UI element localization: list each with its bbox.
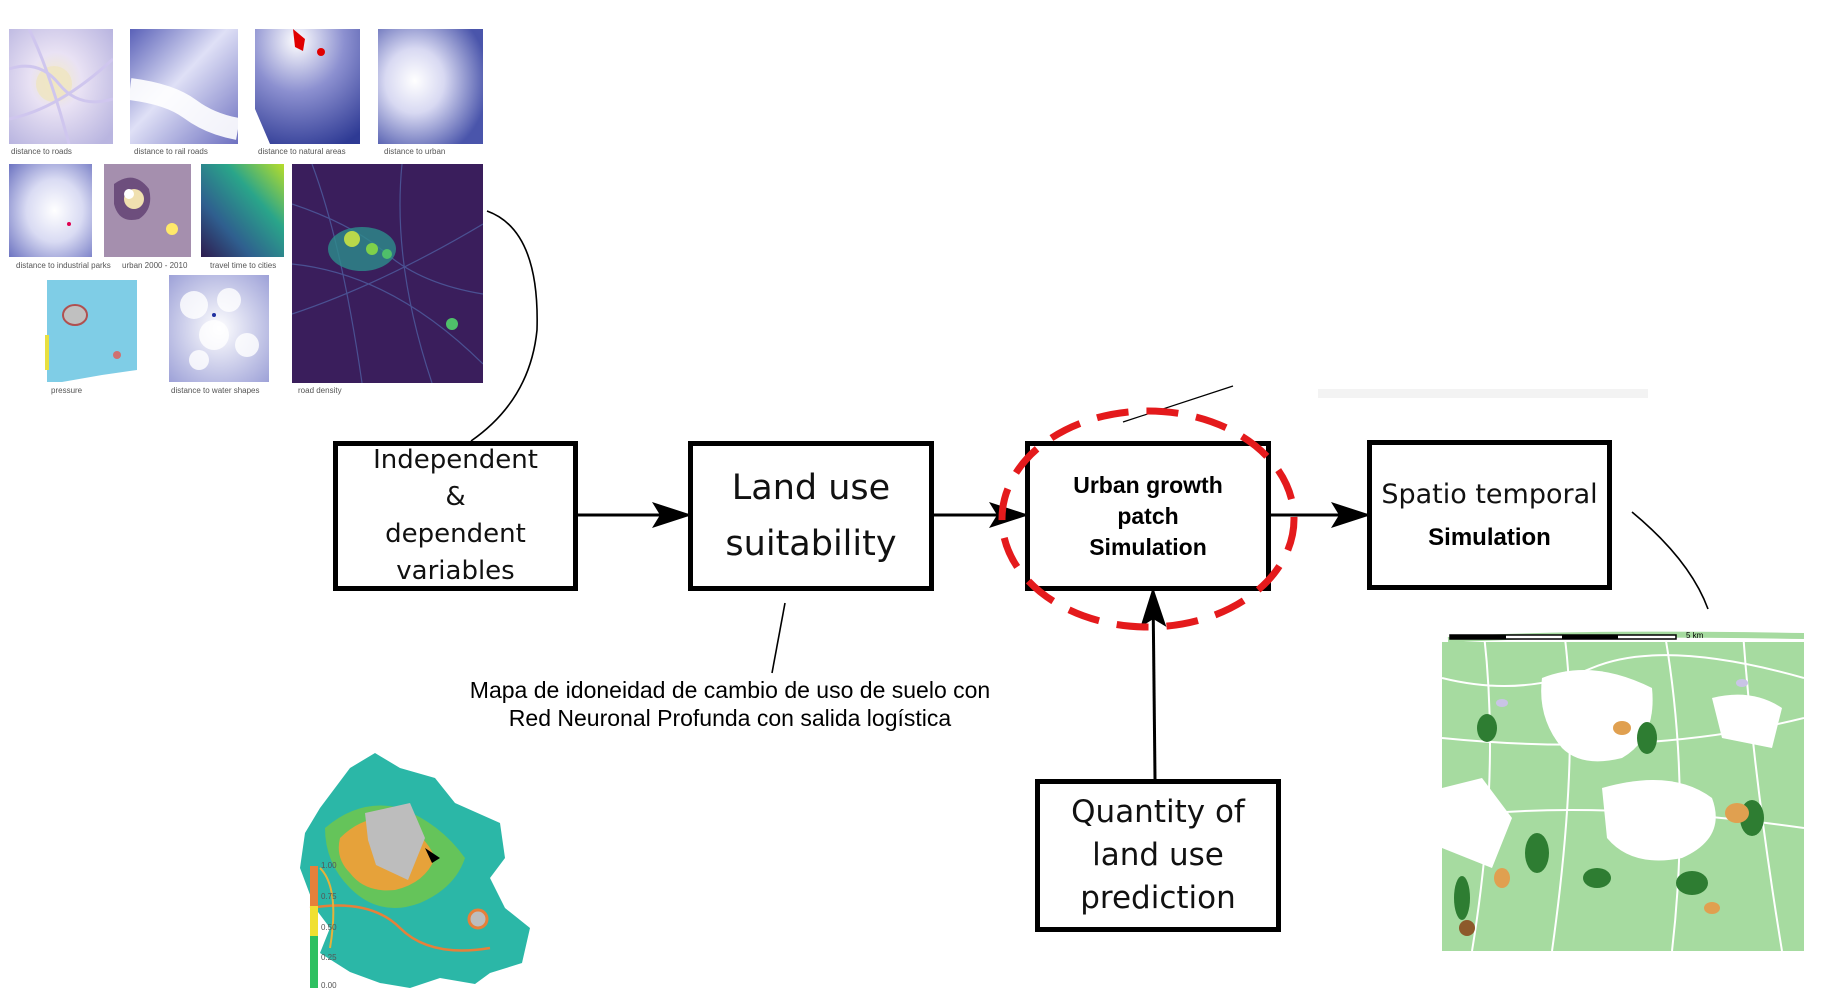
map-scale-label: 5 km [1686, 631, 1704, 640]
box-spatio-line2: Simulation [1428, 524, 1551, 551]
box-independent-line: Independent [373, 445, 538, 475]
box-quantity-line: Quantity of [1071, 794, 1245, 830]
box-independent-variables: Independent & dependent variables [333, 441, 578, 591]
thumb-travel-time-to-cities [201, 164, 284, 257]
thumb-pressure [42, 275, 144, 382]
box-spatio-temporal-simulation: Spatio temporal Simulation [1367, 440, 1612, 590]
legend-tick: 0.00 [321, 981, 337, 990]
caption-line: Mapa de idoneidad de cambio de uso de su… [469, 677, 991, 703]
thumb-road-density [292, 164, 483, 383]
stray-mark [1318, 389, 1648, 398]
thumb-label: distance to industrial parks [16, 261, 111, 270]
thumb-distance-to-roads [9, 29, 113, 144]
suitability-caption: Mapa de idoneidad de cambio de uso de su… [390, 676, 1070, 732]
legend-tick: 1.00 [321, 861, 337, 870]
box-suitability-line: Land use [731, 468, 891, 508]
thumb-urban-2000-2010 [104, 164, 191, 257]
box-urban-growth-line: patch [1117, 502, 1179, 529]
thumb-distance-to-urban [378, 29, 483, 144]
thumb-label: distance to roads [11, 147, 72, 156]
thumb-label: distance to urban [384, 147, 446, 156]
box-quantity-line: land use [1092, 837, 1224, 873]
box-land-use-suitability: Land use suitability [688, 441, 934, 591]
legend-tick: 0.75 [321, 892, 337, 901]
thumb-label: road density [298, 386, 342, 395]
thumb-distance-to-water-shapes [169, 275, 269, 382]
highlight-ellipse [998, 407, 1298, 631]
callout-road-density [470, 210, 538, 442]
thumb-label: distance to rail roads [134, 147, 208, 156]
thumb-label: pressure [51, 386, 83, 395]
box-urban-growth-line: Simulation [1089, 533, 1207, 560]
simulation-map: 5 km [1442, 618, 1804, 951]
box-spatio-line1: Spatio temporal [1381, 479, 1598, 510]
map-pointer [1631, 511, 1709, 610]
box-independent-line: dependent [385, 519, 526, 549]
thumb-distance-to-industrial-parks [9, 164, 92, 257]
box-quantity-of-land-use-prediction: Quantity of land use prediction [1035, 779, 1281, 932]
box-independent-line: variables [396, 556, 515, 586]
stray-stroke [1122, 385, 1234, 423]
thumb-label: urban 2000 - 2010 [122, 261, 188, 270]
thumb-distance-to-rail-roads [130, 29, 238, 144]
caption-line: Red Neuronal Profunda con salida logísti… [508, 705, 952, 731]
caption-pointer [771, 602, 786, 674]
arrow-quantity-to-urban [1140, 587, 1167, 780]
box-urban-growth-line: Urban growth [1073, 471, 1223, 498]
thumb-label: distance to water shapes [171, 386, 260, 395]
thumb-label: travel time to cities [210, 261, 277, 270]
thumb-distance-to-natural-areas [255, 29, 360, 144]
box-suitability-line: suitability [725, 524, 897, 564]
box-quantity-line: prediction [1080, 880, 1236, 916]
legend-tick: 0.25 [321, 953, 337, 962]
suitability-map: 1.00 0.75 0.50 0.25 0.00 [290, 748, 540, 992]
box-independent-line: & [445, 482, 466, 512]
thumb-label: distance to natural areas [258, 147, 346, 156]
legend-tick: 0.50 [321, 923, 337, 932]
